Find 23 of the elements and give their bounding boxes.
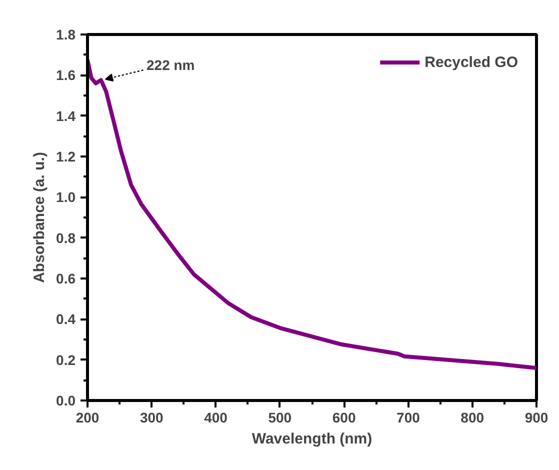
- y-tick-label: 0.8: [56, 230, 76, 246]
- y-tick-label: 0.0: [56, 392, 76, 408]
- x-tick-label: 300: [140, 410, 164, 426]
- y-tick-label: 1.2: [56, 148, 76, 164]
- x-tick-label: 600: [332, 410, 356, 426]
- y-tick-label: 1.0: [56, 189, 76, 206]
- annotation: 222 nm: [146, 57, 195, 74]
- x-tick-label: 700: [396, 410, 420, 426]
- x-tick-label: 400: [204, 410, 228, 426]
- x-tick-label: 500: [268, 410, 292, 426]
- y-tick-label: 1.6: [56, 67, 76, 84]
- x-tick-label: 800: [460, 410, 484, 426]
- x-tick-label: 200: [76, 410, 100, 426]
- y-tick-label: 0.6: [56, 270, 76, 286]
- line-series: [88, 58, 536, 370]
- y-tick-label: 1.8: [56, 26, 76, 42]
- y-axis-title: Absorbance (a. u.): [31, 152, 48, 283]
- legend-label: Recycled GO: [424, 54, 518, 70]
- y-tick-label: 1.4: [56, 108, 76, 124]
- y-tick-label: 0.2: [56, 352, 76, 368]
- y-tick-label: 0.4: [56, 311, 76, 328]
- x-tick-label: 900: [524, 410, 548, 426]
- x-axis-title: Wavelength (nm): [252, 430, 372, 448]
